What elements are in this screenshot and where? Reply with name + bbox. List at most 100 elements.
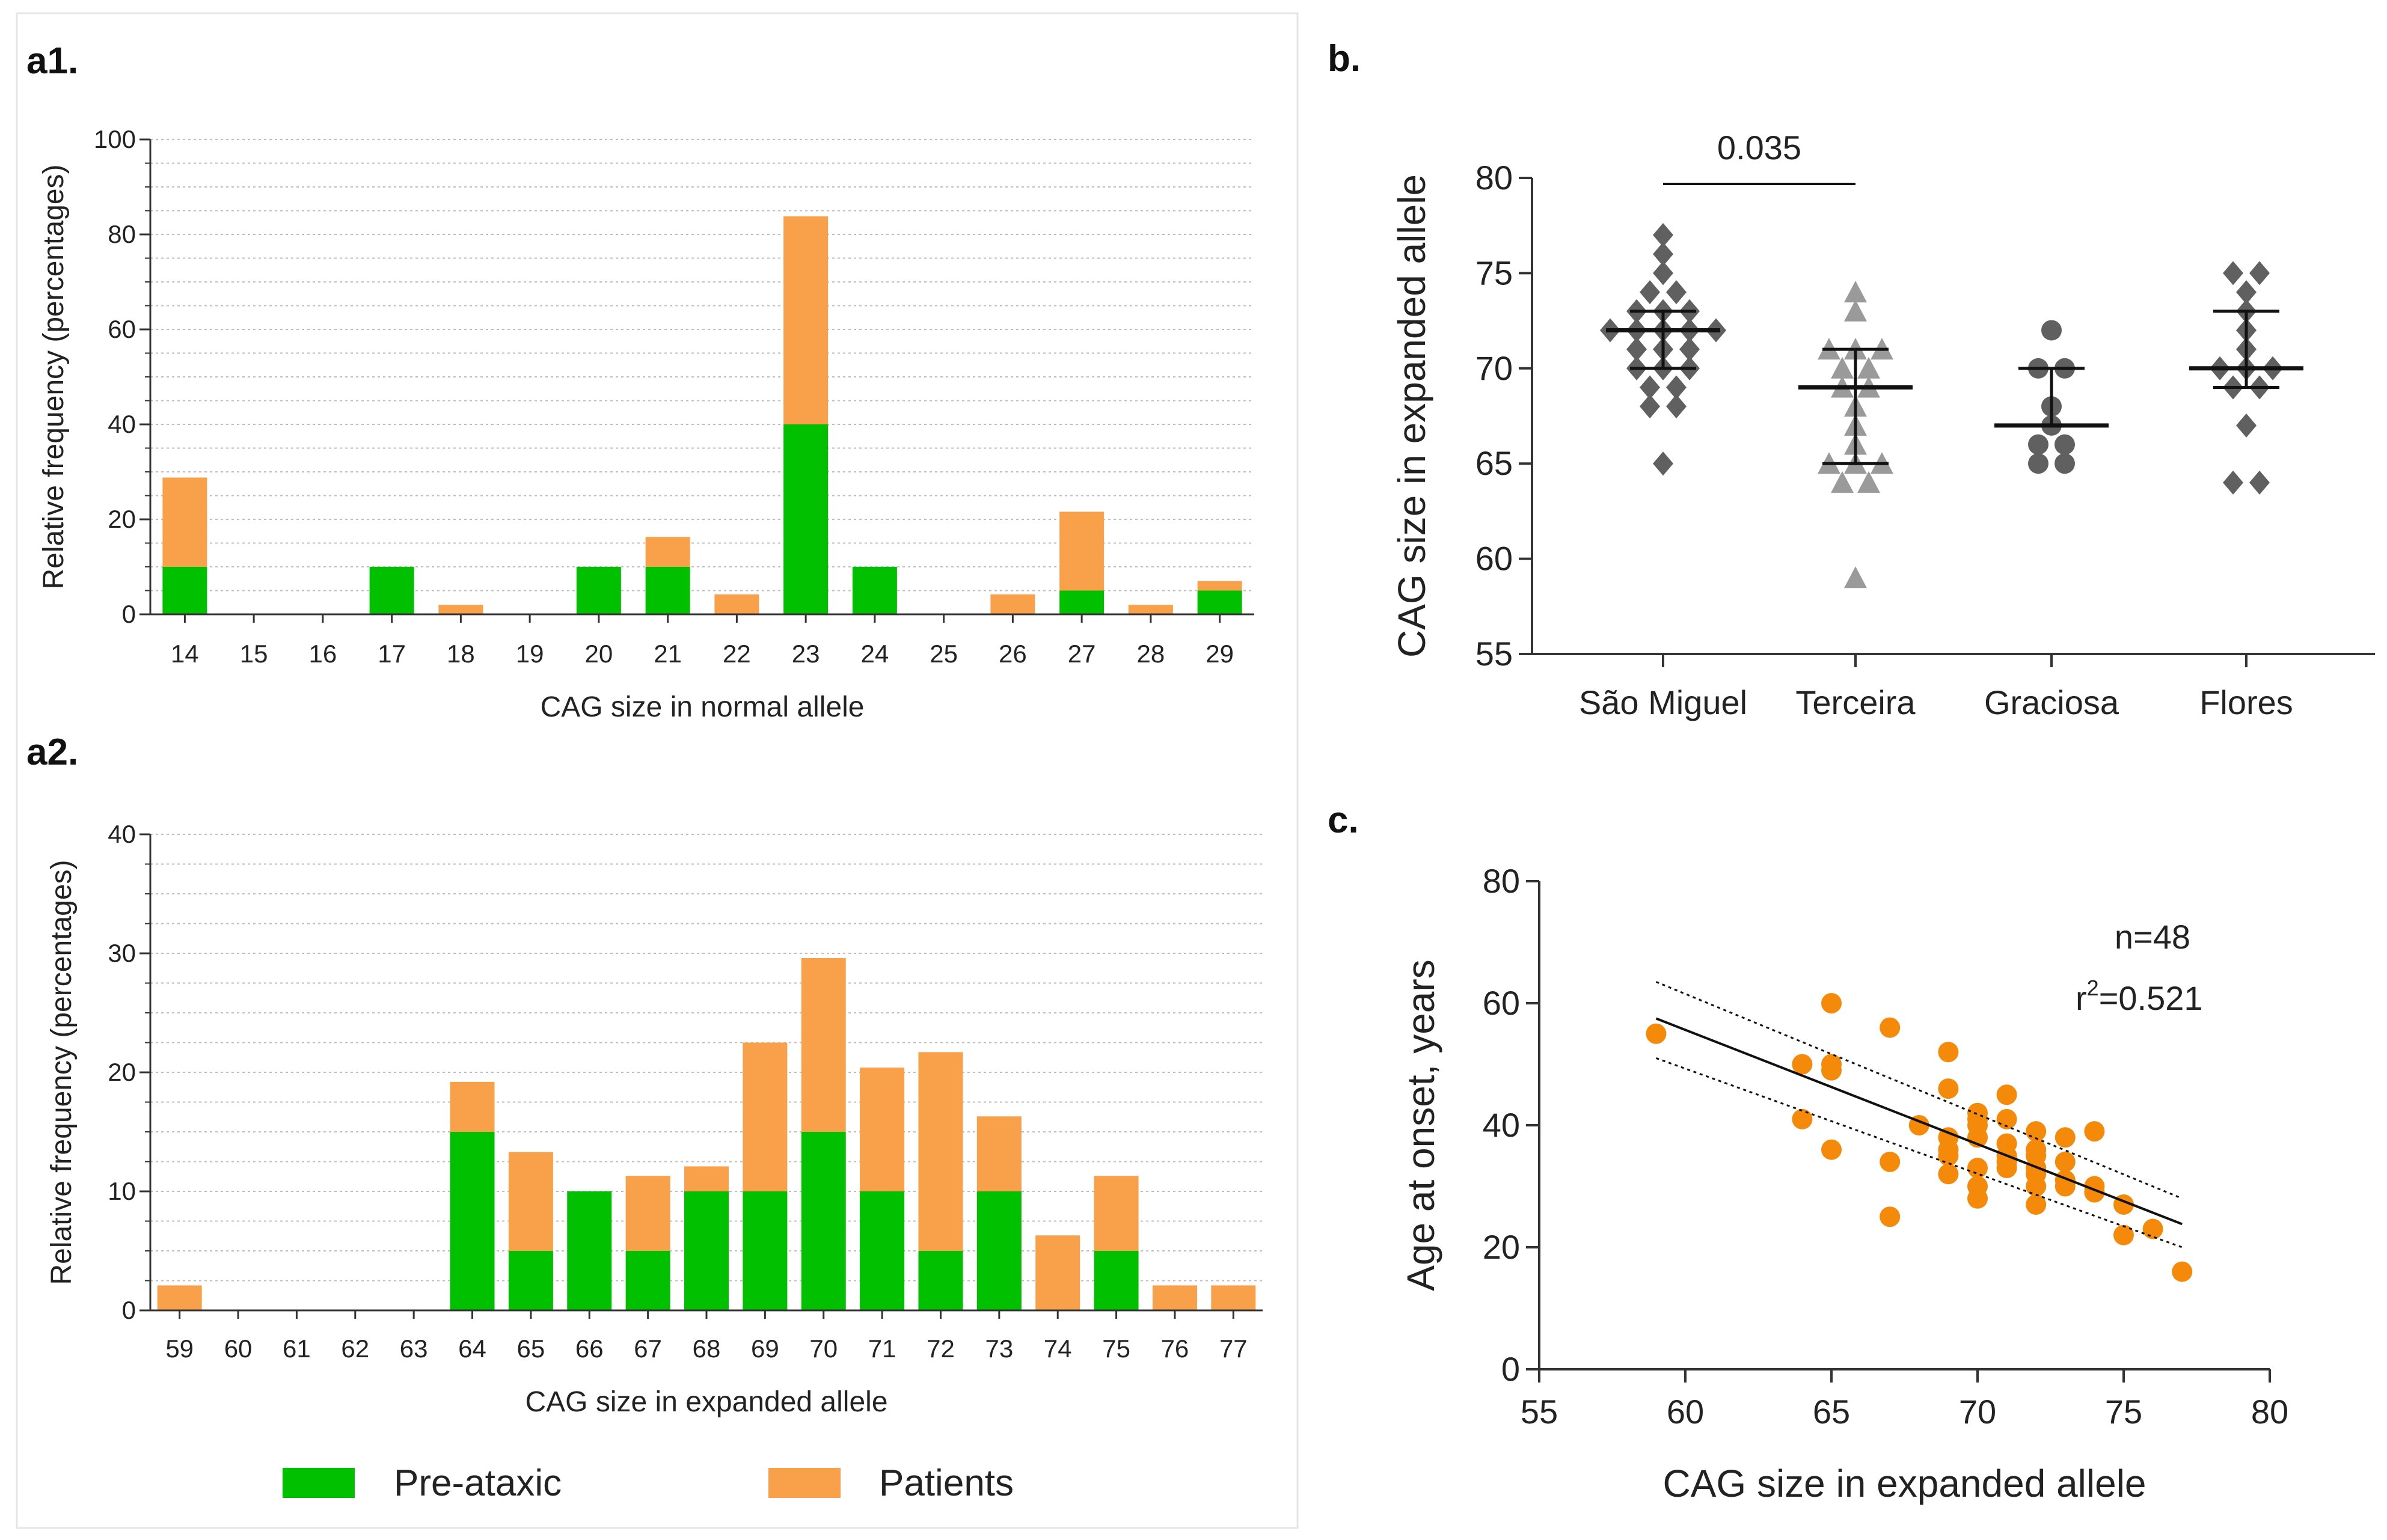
ci-lower-line: [1655, 1057, 2183, 1248]
y-tick-label: 70: [1475, 349, 1513, 387]
r2-annotation: r2=0.521: [2076, 976, 2203, 1017]
x-tick-label: Flores: [2199, 683, 2293, 721]
panel-letter-a2: a2.: [26, 732, 78, 773]
n-annotation: n=48: [2115, 918, 2190, 956]
bar-patients: [438, 605, 483, 614]
y-tick-label: 60: [108, 315, 136, 343]
x-tick-label: 60: [1667, 1393, 1704, 1431]
bar-patients: [508, 1152, 553, 1251]
y-tick-label: 40: [1483, 1106, 1520, 1144]
x-tick-label: 16: [309, 640, 337, 668]
x-tick-label: 73: [985, 1334, 1013, 1363]
x-tick-label: 61: [283, 1334, 311, 1363]
x-tick-label: 68: [693, 1334, 721, 1363]
data-point: [1938, 1164, 1959, 1185]
point-diamond: [2236, 413, 2257, 438]
data-point: [1967, 1188, 1988, 1209]
x-tick-label: 77: [1219, 1334, 1248, 1363]
point-diamond: [1653, 451, 1673, 476]
bar-pre-ataxic: [625, 1251, 670, 1310]
bar-pre-ataxic: [743, 1191, 788, 1310]
p-value-label: 0.035: [1717, 129, 1801, 167]
bar-patients: [162, 477, 207, 567]
y-tick-label: 0: [122, 1296, 136, 1324]
x-tick-label: 24: [861, 640, 889, 668]
legend: Pre-ataxic Patients: [283, 1462, 1014, 1504]
x-tick-label: 69: [751, 1334, 779, 1363]
bar-patients: [783, 216, 829, 424]
point-triangle: [1844, 281, 1867, 303]
point-diamond: [1666, 280, 1687, 305]
point-diamond: [2249, 470, 2270, 495]
x-tick-label: São Miguel: [1579, 683, 1747, 721]
bar-patients: [645, 537, 690, 567]
y-tick-label: 65: [1475, 444, 1513, 482]
y-tick-label: 75: [1475, 254, 1513, 292]
x-tick-label: 74: [1044, 1334, 1072, 1363]
panel-letter-a1: a1.: [26, 40, 78, 82]
data-point: [1938, 1139, 1959, 1160]
right-frame: [1320, 13, 2378, 1528]
point-diamond: [1666, 375, 1687, 400]
y-tick-label: 0: [1501, 1350, 1520, 1388]
x-tick-label: 22: [723, 640, 751, 668]
x-tick-label: 14: [171, 640, 199, 668]
point-diamond: [1666, 394, 1687, 419]
x-tick-label: 76: [1161, 1334, 1189, 1363]
y-tick-label: 20: [108, 1058, 136, 1086]
data-point: [1880, 1206, 1901, 1227]
y-tick-label: 30: [108, 939, 136, 967]
y-tick-label: 60: [1475, 540, 1513, 578]
bar-patients: [684, 1166, 729, 1191]
bar-pre-ataxic: [162, 567, 207, 614]
data-point: [1646, 1023, 1667, 1044]
x-tick-label: 66: [575, 1334, 604, 1363]
x-tick-label: 26: [999, 640, 1027, 668]
x-tick-label: 55: [1521, 1393, 1558, 1431]
point-diamond: [1640, 280, 1660, 305]
regression-line: [1655, 1017, 2183, 1226]
point-diamond: [1653, 261, 1673, 286]
r2-superscript: 2: [2087, 976, 2099, 1000]
point-diamond: [1653, 242, 1673, 266]
point-diamond: [2249, 261, 2270, 286]
x-tick-label: 72: [927, 1334, 955, 1363]
bar-patients: [743, 1042, 788, 1191]
y-axis-label: Relative frequency (percentages): [46, 860, 78, 1285]
r2-prefix: r: [2076, 979, 2087, 1017]
data-point: [1996, 1084, 2017, 1105]
point-circle: [2041, 320, 2062, 341]
y-tick-label: 20: [108, 505, 136, 533]
x-tick-label: 67: [634, 1334, 662, 1363]
x-tick-label: 59: [165, 1334, 194, 1363]
x-tick-label: 75: [1102, 1334, 1130, 1363]
x-tick-label: 29: [1206, 640, 1234, 668]
x-tick-label: 19: [516, 640, 544, 668]
data-point: [1821, 1060, 1842, 1081]
bar-patients: [1059, 512, 1105, 591]
x-axis-label: CAG size in normal allele: [541, 691, 865, 723]
bar-patients: [801, 958, 846, 1132]
x-tick-label: 23: [792, 640, 820, 668]
bar-pre-ataxic: [801, 1132, 846, 1310]
bar-patients: [157, 1285, 202, 1310]
x-tick-label: 80: [2251, 1393, 2288, 1431]
point-triangle: [1831, 471, 1854, 493]
bar-pre-ataxic: [567, 1191, 612, 1310]
x-axis-label: CAG size in expanded allele: [1662, 1462, 2146, 1505]
panel-letter-c: c.: [1328, 799, 1359, 841]
panel-letter-b: b.: [1328, 38, 1361, 79]
x-tick-label: 70: [1959, 1393, 1996, 1431]
data-point: [2142, 1218, 2163, 1239]
y-tick-label: 20: [1483, 1228, 1520, 1266]
data-point: [1996, 1158, 2017, 1179]
x-tick-label: 75: [2105, 1393, 2142, 1431]
data-point: [2026, 1194, 2047, 1215]
bar-patients: [450, 1081, 495, 1132]
data-point: [2055, 1151, 2076, 1172]
x-tick-label: 62: [341, 1334, 369, 1363]
bar-pre-ataxic: [450, 1132, 495, 1310]
x-tick-label: 64: [458, 1334, 486, 1363]
data-point: [2172, 1261, 2193, 1282]
y-tick-label: 40: [108, 410, 136, 438]
